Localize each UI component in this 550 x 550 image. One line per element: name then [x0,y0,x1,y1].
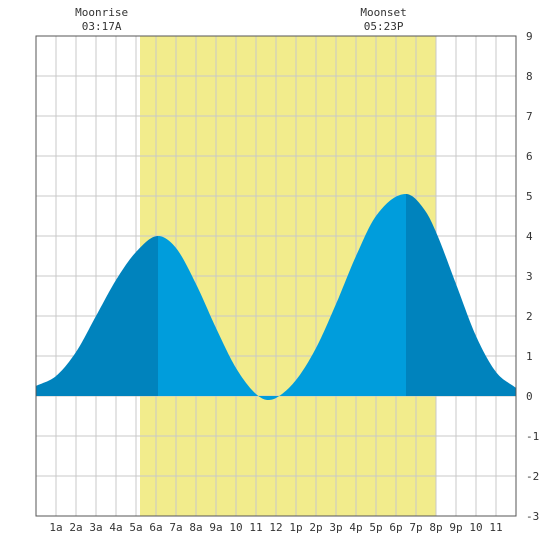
x-tick-label: 6p [389,521,402,534]
x-tick-label: 3p [329,521,342,534]
x-tick-label: 7a [169,521,182,534]
moonrise-time: 03:17A [82,20,122,33]
y-tick-label: 2 [526,310,533,323]
x-tick-label: 10 [229,521,242,534]
y-tick-label: 5 [526,190,533,203]
x-tick-label: 7p [409,521,422,534]
tide-area-rising [406,194,516,396]
y-tick-label: 9 [526,30,533,43]
x-tick-label: 4p [349,521,362,534]
x-tick-label: 1p [289,521,302,534]
moonset-time: 05:23P [364,20,404,33]
x-tick-label: 11 [489,521,502,534]
x-tick-label: 6a [149,521,162,534]
tide-area-rising [36,236,158,396]
x-tick-label: 4a [109,521,122,534]
x-tick-label: 2a [69,521,82,534]
x-tick-label: 3a [89,521,102,534]
y-tick-label: 7 [526,110,533,123]
y-tick-label: 1 [526,350,533,363]
y-tick-label: 0 [526,390,533,403]
plot-frame [35,35,517,517]
y-tick-label: 6 [526,150,533,163]
x-tick-label: 9p [449,521,462,534]
moonrise-label: Moonrise [75,6,128,19]
y-tick-label: -1 [526,430,539,443]
y-tick-label: 3 [526,270,533,283]
x-tick-label: 1a [49,521,62,534]
y-tick-label: -3 [526,510,539,523]
x-tick-label: 9a [209,521,222,534]
x-tick-label: 5a [129,521,142,534]
x-tick-label: 5p [369,521,382,534]
y-tick-label: 4 [526,230,533,243]
x-tick-label: 2p [309,521,322,534]
moonset-label: Moonset [360,6,406,19]
y-tick-label: 8 [526,70,533,83]
x-tick-label: 8a [189,521,202,534]
y-tick-label: -2 [526,470,539,483]
x-tick-label: 8p [429,521,442,534]
x-tick-label: 12 [269,521,282,534]
tide-area-falling [158,194,406,400]
x-tick-label: 11 [249,521,262,534]
x-tick-label: 10 [469,521,482,534]
